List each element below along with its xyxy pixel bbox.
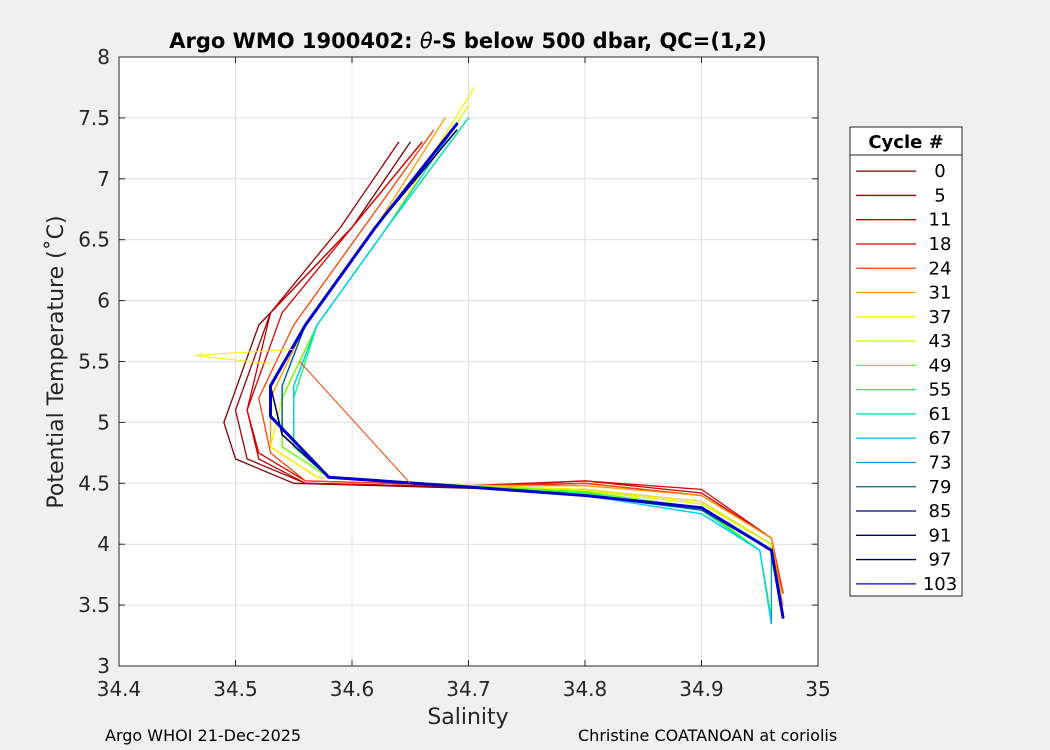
x-tick-label: 34.8 xyxy=(563,677,608,701)
x-tick-label: 34.5 xyxy=(213,677,258,701)
legend-box xyxy=(849,126,963,597)
y-tick-label: 5 xyxy=(97,410,110,434)
footer-right: Christine COATANOAN at coriolis xyxy=(578,726,837,745)
legend-label-cycle-0: 0 xyxy=(934,161,945,182)
legend-label-cycle-31: 31 xyxy=(929,283,952,304)
x-tick-label: 34.7 xyxy=(446,677,491,701)
x-tick-label: 34.6 xyxy=(330,677,375,701)
outlier-line-cycle-24-diagonal xyxy=(299,361,411,484)
legend-label-cycle-97: 97 xyxy=(929,550,952,571)
series-line-cycle-11 xyxy=(246,141,784,594)
y-tick-label: 4.5 xyxy=(78,471,110,495)
footer-left: Argo WHOI 21-Dec-2025 xyxy=(105,726,301,745)
legend-label-cycle-67: 67 xyxy=(929,428,952,449)
legend-label-cycle-24: 24 xyxy=(929,258,952,279)
y-axis-label: Potential Temperature (˚C) xyxy=(44,215,69,508)
legend-label-cycle-49: 49 xyxy=(929,355,952,376)
x-axis-label: Salinity xyxy=(427,705,508,730)
legend-title: Cycle # xyxy=(868,132,943,153)
legend-label-cycle-85: 85 xyxy=(929,501,952,522)
legend-label-cycle-5: 5 xyxy=(934,185,945,206)
y-tick-label: 3.5 xyxy=(78,593,110,617)
legend-items: 0 5 11 18 24 31 37 43 49 55 61 67 73 79 85 91 97 103 xyxy=(856,161,957,595)
outlier-line-cycle-37-spike xyxy=(194,348,294,365)
x-tick-label: 34.4 xyxy=(97,677,142,701)
x-tick-label: 34.9 xyxy=(679,677,724,701)
y-tick-label: 3 xyxy=(97,654,110,678)
legend: Cycle # 0 5 11 18 24 31 37 43 49 55 61 67 73 79 85 91 97… xyxy=(849,126,963,597)
y-tick-label: 7 xyxy=(97,167,110,191)
legend-label-cycle-79: 79 xyxy=(929,477,952,498)
legend-label-cycle-73: 73 xyxy=(929,452,952,473)
axis-ticks: 34.4 34.5 34.6 34.7 34.8 34.9 35 3 3.5 4 4.5 5 5.5 6 6… xyxy=(78,45,831,701)
legend-label-cycle-61: 61 xyxy=(929,404,952,425)
y-tick-label: 5.5 xyxy=(78,350,110,374)
legend-label-cycle-43: 43 xyxy=(929,331,952,352)
x-tick-label: 35 xyxy=(805,677,830,701)
legend-label-cycle-91: 91 xyxy=(929,525,952,546)
series-layer xyxy=(194,86,785,625)
series-line-cycle-103 xyxy=(269,122,785,619)
chart-title: Argo WMO 1900402: θ-S below 500 dbar, QC… xyxy=(169,29,766,53)
legend-label-cycle-18: 18 xyxy=(929,234,952,255)
legend-label-cycle-37: 37 xyxy=(929,307,952,328)
legend-label-cycle-11: 11 xyxy=(929,210,952,231)
y-tick-label: 8 xyxy=(97,45,110,69)
y-tick-label: 4 xyxy=(97,532,110,556)
y-tick-label: 6.5 xyxy=(78,228,110,252)
y-tick-label: 6 xyxy=(97,289,110,313)
legend-label-cycle-55: 55 xyxy=(929,380,952,401)
legend-label-cycle-103: 103 xyxy=(923,574,957,595)
y-tick-label: 7.5 xyxy=(78,106,110,130)
